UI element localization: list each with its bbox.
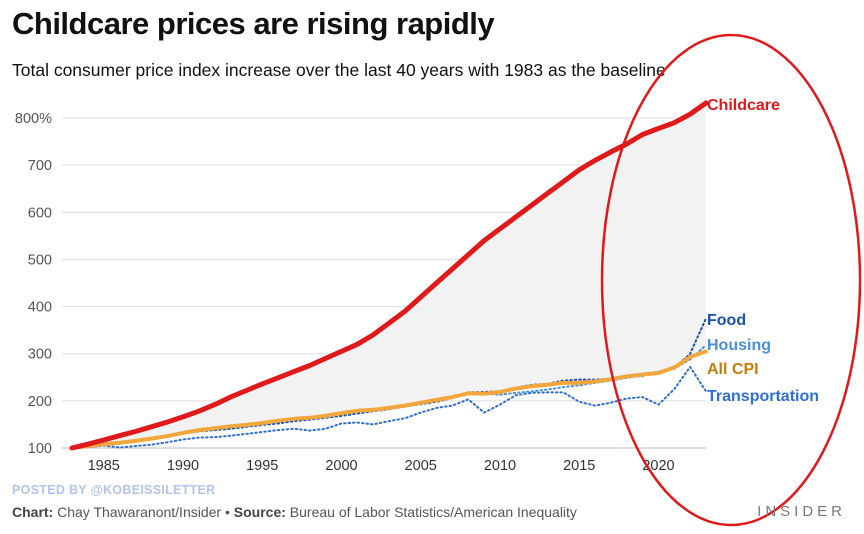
childcare-line [69,100,709,451]
source-text: Bureau of Labor Statistics/American Ineq… [289,504,577,520]
chart-credit-author: Chay Thawaranont/Insider [57,504,222,520]
y-tick-label: 300 [28,347,52,363]
highlight-ellipse [600,33,862,527]
y-tick-label: 400 [28,300,52,316]
x-tick-label: 2005 [405,458,437,474]
transportation-line [71,365,707,449]
y-tick-label: 200 [28,394,52,410]
x-tick-label: 1990 [167,458,199,474]
y-tick-label: 700 [28,158,52,174]
chart-title: Childcare prices are rising rapidly [12,6,495,41]
chart-subtitle: Total consumer price index increase over… [12,60,666,80]
childcare-label: Childcare [707,97,780,114]
all-cpi-line [70,349,708,450]
credit-separator: • [224,504,230,520]
source-label: Source: [233,504,286,520]
y-tick-label: 600 [28,205,52,221]
y-tick-label: 800% [15,111,52,127]
y-tick-label: 100 [28,441,52,457]
chart-credit-label: Chart: [12,504,54,520]
x-tick-label: 2010 [484,458,516,474]
chart-credits: Chart: Chay Thawaranont/Insider • Source… [12,504,577,520]
insider-logo: INSIDER [757,503,846,520]
transportation-label: Transportation [707,388,819,405]
x-tick-label: 2000 [325,458,357,474]
housing-label: Housing [707,337,771,354]
x-tick-label: 1995 [246,458,278,474]
food-label: Food [707,312,746,329]
gap-shading [72,102,706,449]
all-cpi-label: All CPI [707,361,759,378]
x-tick-label: 2015 [563,458,595,474]
watermark: POSTED BY @KOBEISSILETTER [12,483,216,497]
y-tick-label: 500 [28,252,52,268]
x-tick-label: 1985 [88,458,120,474]
